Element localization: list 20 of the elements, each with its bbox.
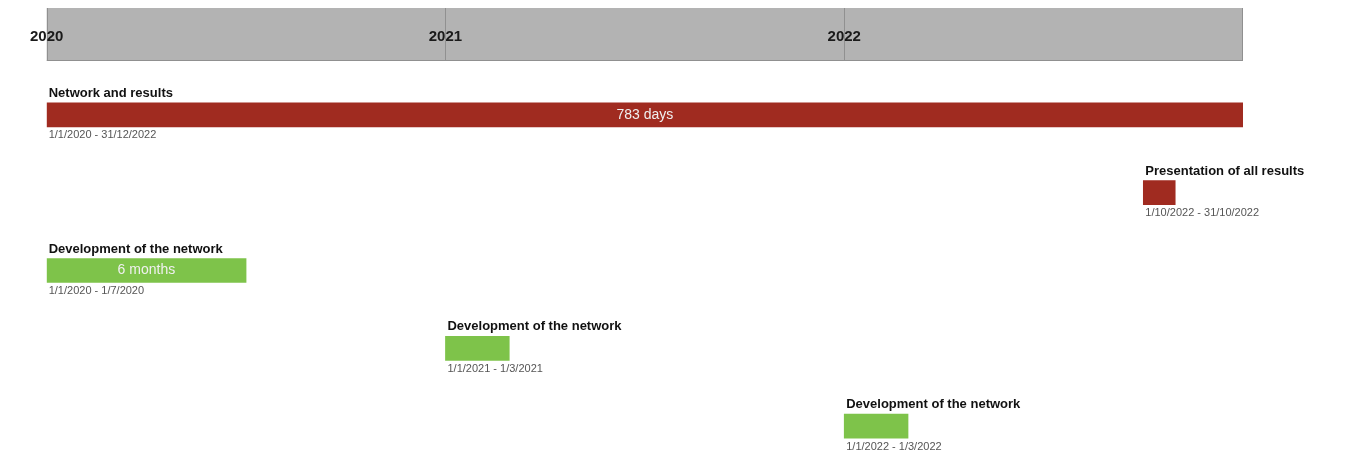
annotation: 1/1/2020 - 1/7/2020 xyxy=(48,284,145,297)
annotation: 6 months xyxy=(117,261,176,278)
y-tick-label: Presentation of all results xyxy=(1145,162,1305,178)
annotation: 1/10/2022 - 31/10/2022 xyxy=(1145,206,1260,219)
annotation: 1/1/2021 - 1/3/2021 xyxy=(447,361,543,374)
x-tick-label: 2022 xyxy=(827,27,861,45)
annotation: 1/1/2020 - 31/12/2022 xyxy=(48,128,157,141)
y-tick-label: Network and results xyxy=(48,84,173,100)
y-tick-label: Development of the network xyxy=(846,396,1022,412)
bar xyxy=(843,413,909,439)
x-tick-label: 2020 xyxy=(30,27,64,45)
bar xyxy=(46,258,247,283)
y-tick-label: Development of the network xyxy=(447,318,623,334)
bar xyxy=(1142,180,1176,206)
annotation: 1/1/2022 - 1/3/2022 xyxy=(846,439,942,452)
x-tick-label: 2021 xyxy=(428,27,463,45)
bar xyxy=(445,335,510,361)
annotation: 783 days xyxy=(616,105,674,122)
y-tick-label: Development of the network xyxy=(48,240,224,256)
bar xyxy=(46,102,1243,128)
